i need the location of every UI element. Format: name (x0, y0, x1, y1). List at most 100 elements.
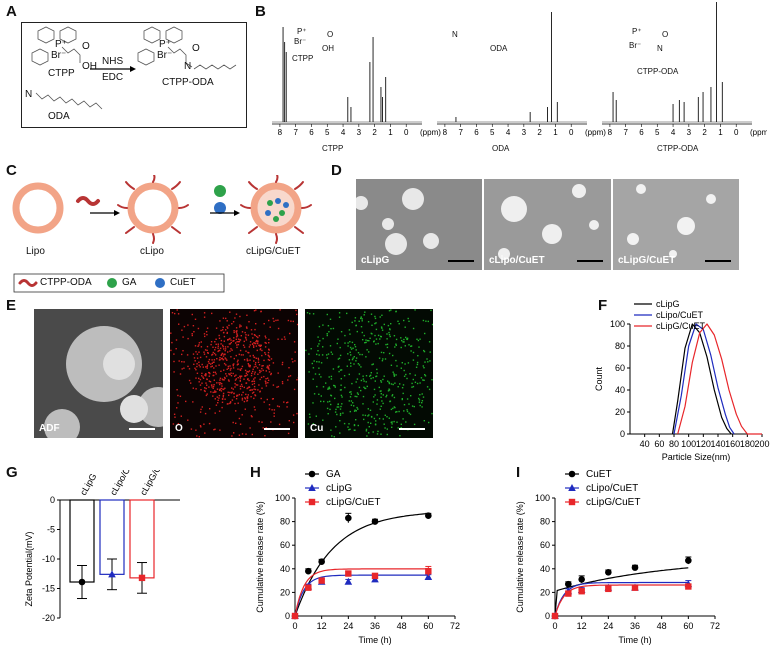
eds-dot (218, 364, 220, 366)
eds-dot (327, 325, 330, 327)
eds-dot (357, 393, 359, 395)
eds-dot (229, 365, 231, 367)
lipo-label: Lipo (26, 246, 45, 257)
eds-dot (249, 366, 251, 368)
eds-dot (286, 406, 288, 408)
eds-dot (279, 309, 281, 311)
eds-dot (350, 391, 352, 393)
eds-dot (224, 353, 226, 355)
eds-dot (386, 433, 388, 436)
eds-dot (259, 348, 262, 350)
eds-dot (206, 327, 209, 329)
eds-dot (405, 336, 407, 339)
eds-dot (356, 392, 359, 394)
ctpp-oxygen: O (82, 41, 90, 52)
eds-dot (239, 377, 242, 379)
eds-dot (237, 338, 240, 340)
eds-dot (204, 349, 207, 351)
eds-dot (232, 421, 234, 424)
x-tick-label: 48 (657, 621, 667, 631)
eds-dot (321, 354, 324, 356)
eds-dot (386, 338, 388, 340)
eds-dot (253, 388, 255, 390)
panel-label-d: D (331, 162, 342, 179)
eds-dot (236, 333, 238, 335)
oda-nitrogen: N (25, 89, 33, 100)
eds-dot (399, 435, 401, 437)
eds-dot (205, 356, 208, 358)
eds-dot (247, 371, 250, 373)
eds-dot (210, 343, 212, 346)
eds-dot (170, 349, 172, 352)
eds-dot (248, 364, 250, 366)
eds-dot (216, 382, 218, 384)
nmr-tick-label: 7 (623, 128, 628, 137)
eds-dot (352, 357, 354, 359)
legend-label: GA (326, 470, 341, 480)
eds-dot (254, 371, 256, 373)
eds-dot (212, 395, 214, 397)
eds-dot (338, 316, 341, 318)
eds-dot (404, 345, 406, 347)
eds-dot (422, 365, 424, 367)
eds-dot (330, 429, 332, 431)
eds-dot (235, 342, 237, 344)
eds-dot (214, 341, 216, 343)
eds-dot (233, 330, 235, 332)
eds-dot (246, 358, 248, 360)
eds-dot (253, 391, 255, 393)
eds-dot (418, 346, 420, 348)
eds-dot (370, 372, 372, 374)
eds-dot (263, 323, 265, 325)
nmr-tick-label: 8 (278, 128, 283, 137)
eds-dot (223, 369, 225, 371)
eds-dot (246, 314, 248, 316)
eds-dot (268, 342, 270, 344)
eds-dot (211, 354, 213, 356)
clipo-label: cLipo (140, 246, 164, 257)
eds-dot (204, 390, 206, 393)
eds-dot (326, 407, 329, 410)
eds-dot (222, 379, 224, 381)
eds-dot (296, 323, 298, 326)
eds-dot (209, 408, 211, 410)
eds-dot (236, 344, 238, 346)
eds-dot (235, 327, 238, 329)
eds-dot (349, 410, 351, 413)
eds-dot (228, 338, 230, 340)
eds-dot (384, 358, 387, 360)
eds-dot (408, 320, 410, 322)
eds-dot (337, 406, 340, 408)
eds-dot (211, 362, 213, 364)
eds-dot (246, 374, 249, 376)
eds-dot (257, 357, 259, 360)
eds-dot (387, 324, 390, 327)
nmr3-xlabel: CTPP-ODA (657, 144, 699, 153)
eds-dot (264, 435, 266, 437)
eds-dot (208, 380, 211, 382)
eds-dot (245, 372, 248, 374)
eds-dot (360, 316, 362, 318)
eds-dot (372, 401, 374, 403)
eds-dot (393, 396, 396, 399)
data-point (424, 573, 433, 581)
eds-dot (398, 323, 400, 325)
eds-dot (287, 319, 290, 322)
eds-dot (388, 352, 391, 355)
y-tick-label: 20 (615, 407, 625, 417)
eds-dot (380, 405, 382, 407)
eds-dot (177, 423, 180, 425)
eds-dot (358, 373, 361, 375)
eds-dot (293, 421, 295, 424)
eds-dot (230, 339, 232, 341)
eds-dot (403, 410, 405, 412)
x-tick-label: 24 (603, 621, 613, 631)
eds-dot (380, 396, 382, 398)
eds-dot (381, 400, 383, 402)
eds-dot (294, 360, 296, 362)
data-point (605, 569, 612, 576)
eds-dot (431, 379, 433, 381)
eds-dot (375, 375, 377, 378)
nmr1-struct-o: O (327, 30, 334, 39)
eds-dot (393, 373, 395, 375)
